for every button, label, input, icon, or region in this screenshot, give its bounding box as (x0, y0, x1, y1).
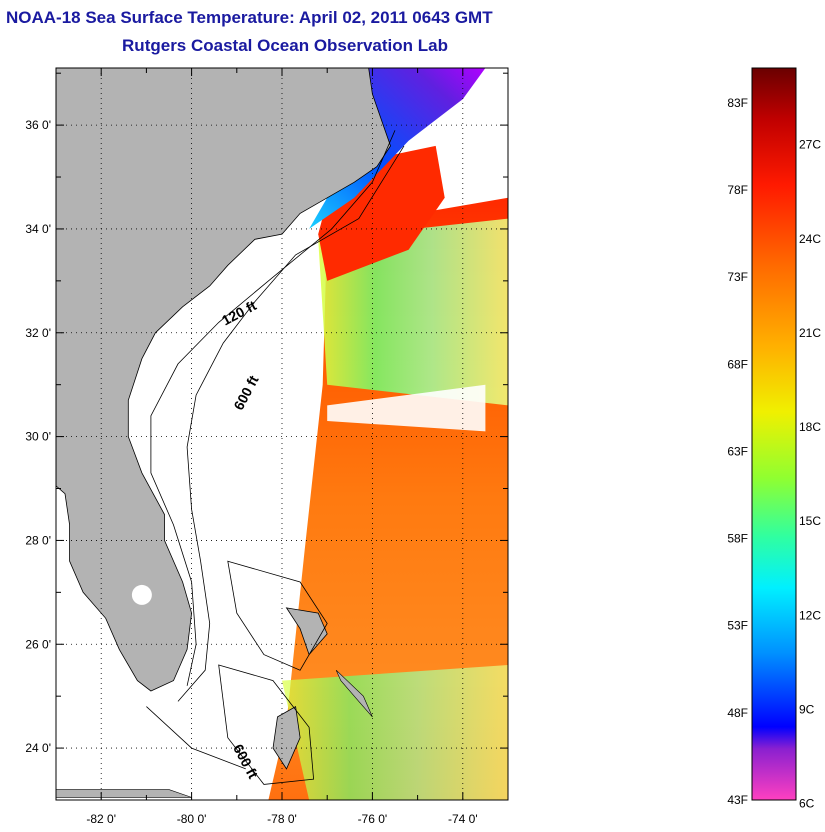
colorbar-fahrenheit-label: 83F (727, 96, 748, 110)
lat-tick-label: 24 0' (25, 741, 51, 755)
lat-tick-label: 28 0' (25, 533, 51, 547)
colorbar-gradient (751, 67, 797, 801)
colorbar-fahrenheit-label: 53F (727, 619, 748, 633)
andros-island (272, 705, 301, 770)
lon-tick-label: -82 0' (86, 812, 116, 826)
colorbar-celsius-label: 15C (799, 514, 821, 528)
mainland-land (56, 68, 391, 692)
colorbar-celsius-label: 27C (799, 138, 821, 152)
lake-okeechobee (131, 584, 152, 605)
land-layer (56, 68, 391, 798)
colorbar-fahrenheit-label: 68F (727, 357, 748, 371)
colorbar-fahrenheit-label: 73F (727, 270, 748, 284)
contour-great-bahama-bank (218, 664, 315, 785)
cloud-gap (327, 384, 486, 432)
lat-lon-grid (56, 68, 508, 800)
sst-bahamas-band (282, 665, 508, 800)
colorbar-celsius-label: 18C (799, 420, 821, 434)
colorbar-celsius-label: 21C (799, 326, 821, 340)
lon-tick-label: -78 0' (267, 812, 297, 826)
colorbar-celsius-label: 9C (799, 702, 815, 716)
colorbar-celsius-label: 6C (799, 796, 815, 810)
map-title: NOAA-18 Sea Surface Temperature: April 0… (6, 8, 493, 27)
abaco-island (285, 607, 328, 656)
lat-tick-label: 36 0' (25, 118, 51, 132)
colorbar-celsius-label: 12C (799, 608, 821, 622)
contour-120ft (150, 130, 396, 686)
lat-tick-label: 34 0' (25, 222, 51, 236)
colorbar-fahrenheit-label: 78F (727, 183, 748, 197)
lon-tick-label: -80 0' (177, 812, 207, 826)
contour-bahama-bank (227, 560, 328, 671)
depth-contours (146, 130, 405, 785)
cuba-coast (56, 789, 192, 798)
colorbar-celsius-label: 24C (799, 232, 821, 246)
lat-tick-label: 26 0' (25, 637, 51, 651)
lon-tick-label: -76 0' (358, 812, 388, 826)
colorbar-fahrenheit-label: 63F (727, 444, 748, 458)
colorbar-fahrenheit-label: 48F (727, 706, 748, 720)
eleuthera-island (335, 669, 373, 718)
axis-ticks: -82 0' -80 0' -78 0' -76 0' -74 0' 24 0' 26 0'… (25, 68, 509, 826)
colorbar-fahrenheit-label: 58F (727, 532, 748, 546)
map-subtitle: Rutgers Coastal Ocean Observation Lab (122, 36, 448, 55)
contour-600ft (177, 145, 405, 702)
lat-tick-label: 32 0' (25, 326, 51, 340)
colorbar: 83F 78F 73F 68F 63F 58F 53F 48F 43F 27C 24C 21C 18C 1… (727, 67, 821, 810)
colorbar-fahrenheit-label: 43F (727, 793, 748, 807)
lat-tick-label: 30 0' (25, 430, 51, 444)
sst-cold-shelf (309, 68, 486, 229)
lon-tick-label: -74 0' (448, 812, 478, 826)
